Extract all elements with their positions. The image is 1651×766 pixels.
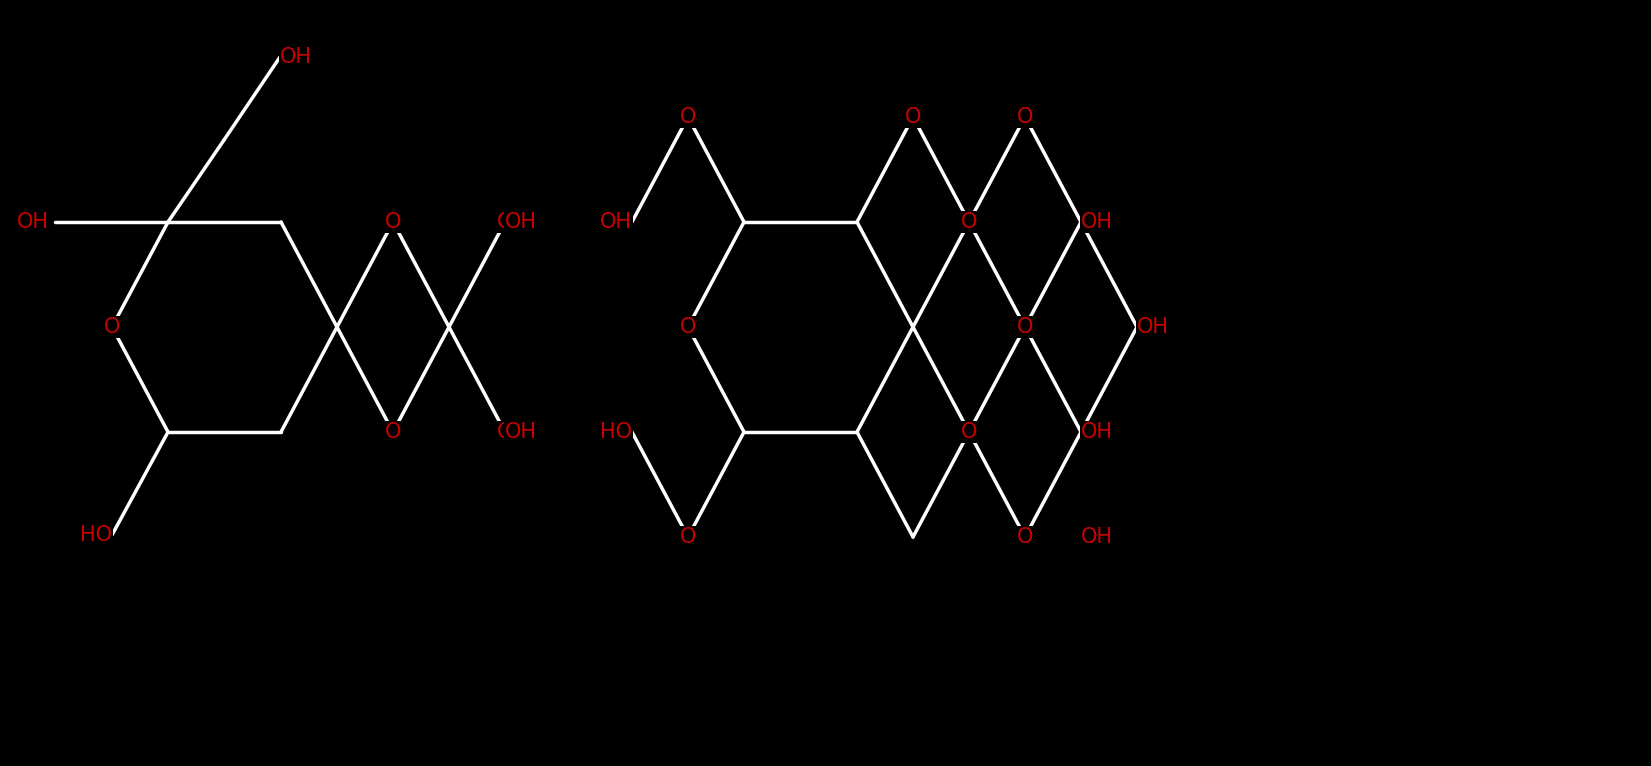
Text: O: O [961,422,977,442]
Text: O: O [497,212,513,232]
Text: OH: OH [281,47,312,67]
Text: OH: OH [1081,212,1113,232]
Text: OH: OH [505,212,537,232]
Text: HO: HO [79,525,112,545]
Text: O: O [961,212,977,232]
Text: O: O [680,317,697,337]
Text: O: O [1017,527,1034,547]
Text: O: O [680,107,697,127]
Text: O: O [905,107,921,127]
Text: O: O [104,317,121,337]
Text: OH: OH [505,422,537,442]
Text: OH: OH [1081,527,1113,547]
Text: O: O [1017,107,1034,127]
Text: OH: OH [1081,422,1113,442]
Text: O: O [385,212,401,232]
Text: O: O [497,422,513,442]
Text: HO: HO [599,422,632,442]
Text: O: O [680,527,697,547]
Text: O: O [1017,317,1034,337]
Text: O: O [385,422,401,442]
Text: OH: OH [1138,317,1169,337]
Text: OH: OH [599,212,632,232]
Text: OH: OH [17,212,50,232]
